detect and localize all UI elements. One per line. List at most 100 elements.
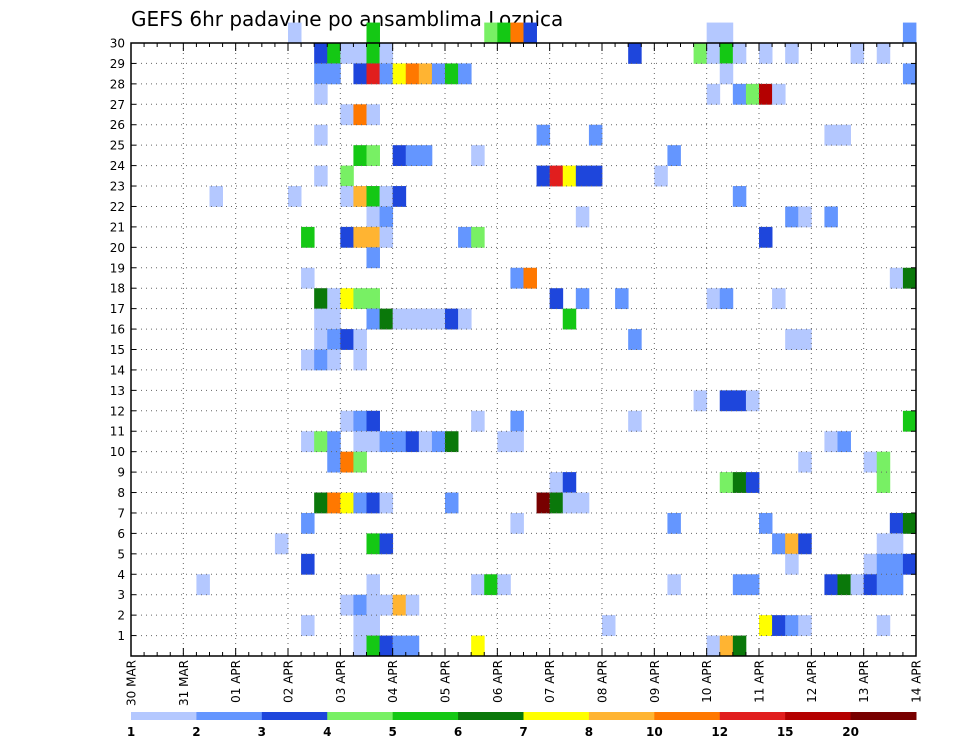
heatmap-cell: [510, 267, 524, 289]
heatmap-cell: [772, 288, 786, 310]
x-tick-label: 13 APR: [857, 660, 871, 703]
heatmap-cell: [745, 574, 760, 596]
heatmap-cell: [549, 165, 564, 187]
heatmap-cell: [379, 206, 394, 228]
y-tick-label: 3: [117, 588, 125, 602]
colorbar-label: 1: [127, 725, 135, 739]
heatmap-cell: [902, 553, 917, 575]
heatmap-cell: [785, 533, 799, 555]
y-tick-label: 1: [117, 629, 125, 643]
heatmap-cell: [798, 615, 812, 636]
x-tick-label: 04 APR: [386, 660, 400, 703]
y-tick-label: 11: [110, 425, 125, 439]
heatmap-cell: [824, 574, 838, 596]
heatmap-cell: [353, 288, 367, 310]
heatmap-cell: [497, 574, 511, 596]
colorbar-segment: [327, 712, 394, 720]
heatmap-cell: [366, 533, 380, 555]
heatmap-cell: [549, 288, 564, 310]
heatmap-cell: [431, 308, 446, 330]
heatmap-cell: [471, 145, 485, 166]
heatmap-cell: [471, 226, 485, 248]
heatmap-cell: [379, 186, 394, 207]
colorbar-segment: [196, 712, 263, 720]
heatmap-cell: [366, 615, 380, 636]
heatmap-cell: [353, 104, 367, 126]
heatmap-cell: [732, 472, 747, 493]
heatmap-cell: [628, 410, 642, 432]
heatmap-cell: [863, 451, 878, 473]
heatmap-cell: [366, 186, 380, 207]
heatmap-cell: [759, 615, 773, 636]
colorbar-segment: [523, 712, 590, 720]
heatmap-cell: [693, 390, 708, 412]
y-tick-label: 12: [110, 404, 125, 418]
heatmap-cell: [314, 165, 328, 187]
heatmap-cell: [745, 390, 760, 412]
heatmap-cell: [575, 288, 590, 310]
colorbar-segment: [261, 712, 328, 720]
heatmap-cell: [392, 308, 407, 330]
colorbar-segment: [392, 712, 459, 720]
heatmap-cell: [353, 349, 367, 371]
heatmap-cell: [379, 431, 394, 453]
x-tick-label: 30 MAR: [125, 660, 139, 706]
heatmap-cell: [314, 288, 328, 310]
heatmap-cell: [549, 492, 564, 514]
heatmap-cell: [719, 472, 734, 493]
y-tick-label: 28: [110, 77, 125, 91]
colorbar-label: 3: [258, 725, 266, 739]
heatmap-cell: [366, 43, 380, 64]
heatmap-cell: [824, 206, 838, 228]
x-tick-label: 02 APR: [282, 660, 296, 703]
heatmap-cell: [562, 492, 577, 514]
x-tick-label: 09 APR: [648, 660, 662, 703]
y-tick-label: 24: [110, 159, 125, 173]
heatmap-cell: [889, 553, 904, 575]
heatmap-cell: [340, 451, 354, 473]
heatmap-cell: [654, 165, 668, 187]
heatmap-cell: [366, 206, 380, 228]
heatmap-cell: [732, 574, 747, 596]
heatmap-cell: [759, 83, 773, 105]
heatmap-cell: [301, 512, 315, 534]
colorbar-segment: [654, 712, 721, 720]
heatmap-cell: [837, 431, 851, 453]
heatmap-cell: [392, 431, 407, 453]
heatmap-cell: [798, 451, 812, 473]
heatmap-cell: [706, 288, 721, 310]
heatmap-cell: [366, 410, 380, 432]
x-tick-label: 10 APR: [700, 660, 714, 703]
y-tick-label: 6: [117, 527, 125, 541]
heatmap-cell: [510, 410, 524, 432]
heatmap-cell: [759, 226, 773, 248]
y-tick-label: 10: [110, 445, 125, 459]
y-tick-label: 8: [117, 486, 125, 500]
y-tick-label: 23: [110, 180, 125, 194]
x-tick-label: 08 APR: [596, 660, 610, 703]
heatmap-cell: [379, 492, 394, 514]
x-tick-label: 11 APR: [753, 660, 767, 703]
heatmap-cell: [366, 574, 380, 596]
heatmap-cell: [798, 206, 812, 228]
heatmap-cell: [327, 451, 341, 473]
heatmap-cell: [353, 431, 367, 453]
heatmap-cell: [327, 431, 341, 453]
heatmap-cell: [549, 472, 564, 493]
colorbar-label: 20: [842, 725, 859, 739]
heatmap-cell: [575, 206, 590, 228]
heatmap-cell: [824, 431, 838, 453]
heatmap-cell: [366, 104, 380, 126]
heatmap-cell: [301, 431, 315, 453]
heatmap-cell: [523, 22, 537, 44]
heatmap-cell: [379, 226, 394, 248]
heatmap-cell: [772, 533, 786, 555]
heatmap-cell: [732, 635, 747, 657]
x-tick-label: 31 MAR: [177, 660, 191, 706]
heatmap-cell: [301, 615, 315, 636]
heatmap-cell: [902, 410, 917, 432]
heatmap-cell: [379, 308, 394, 330]
heatmap-cell: [445, 431, 459, 453]
heatmap-cell: [889, 512, 904, 534]
heatmap-cell: [366, 63, 380, 85]
